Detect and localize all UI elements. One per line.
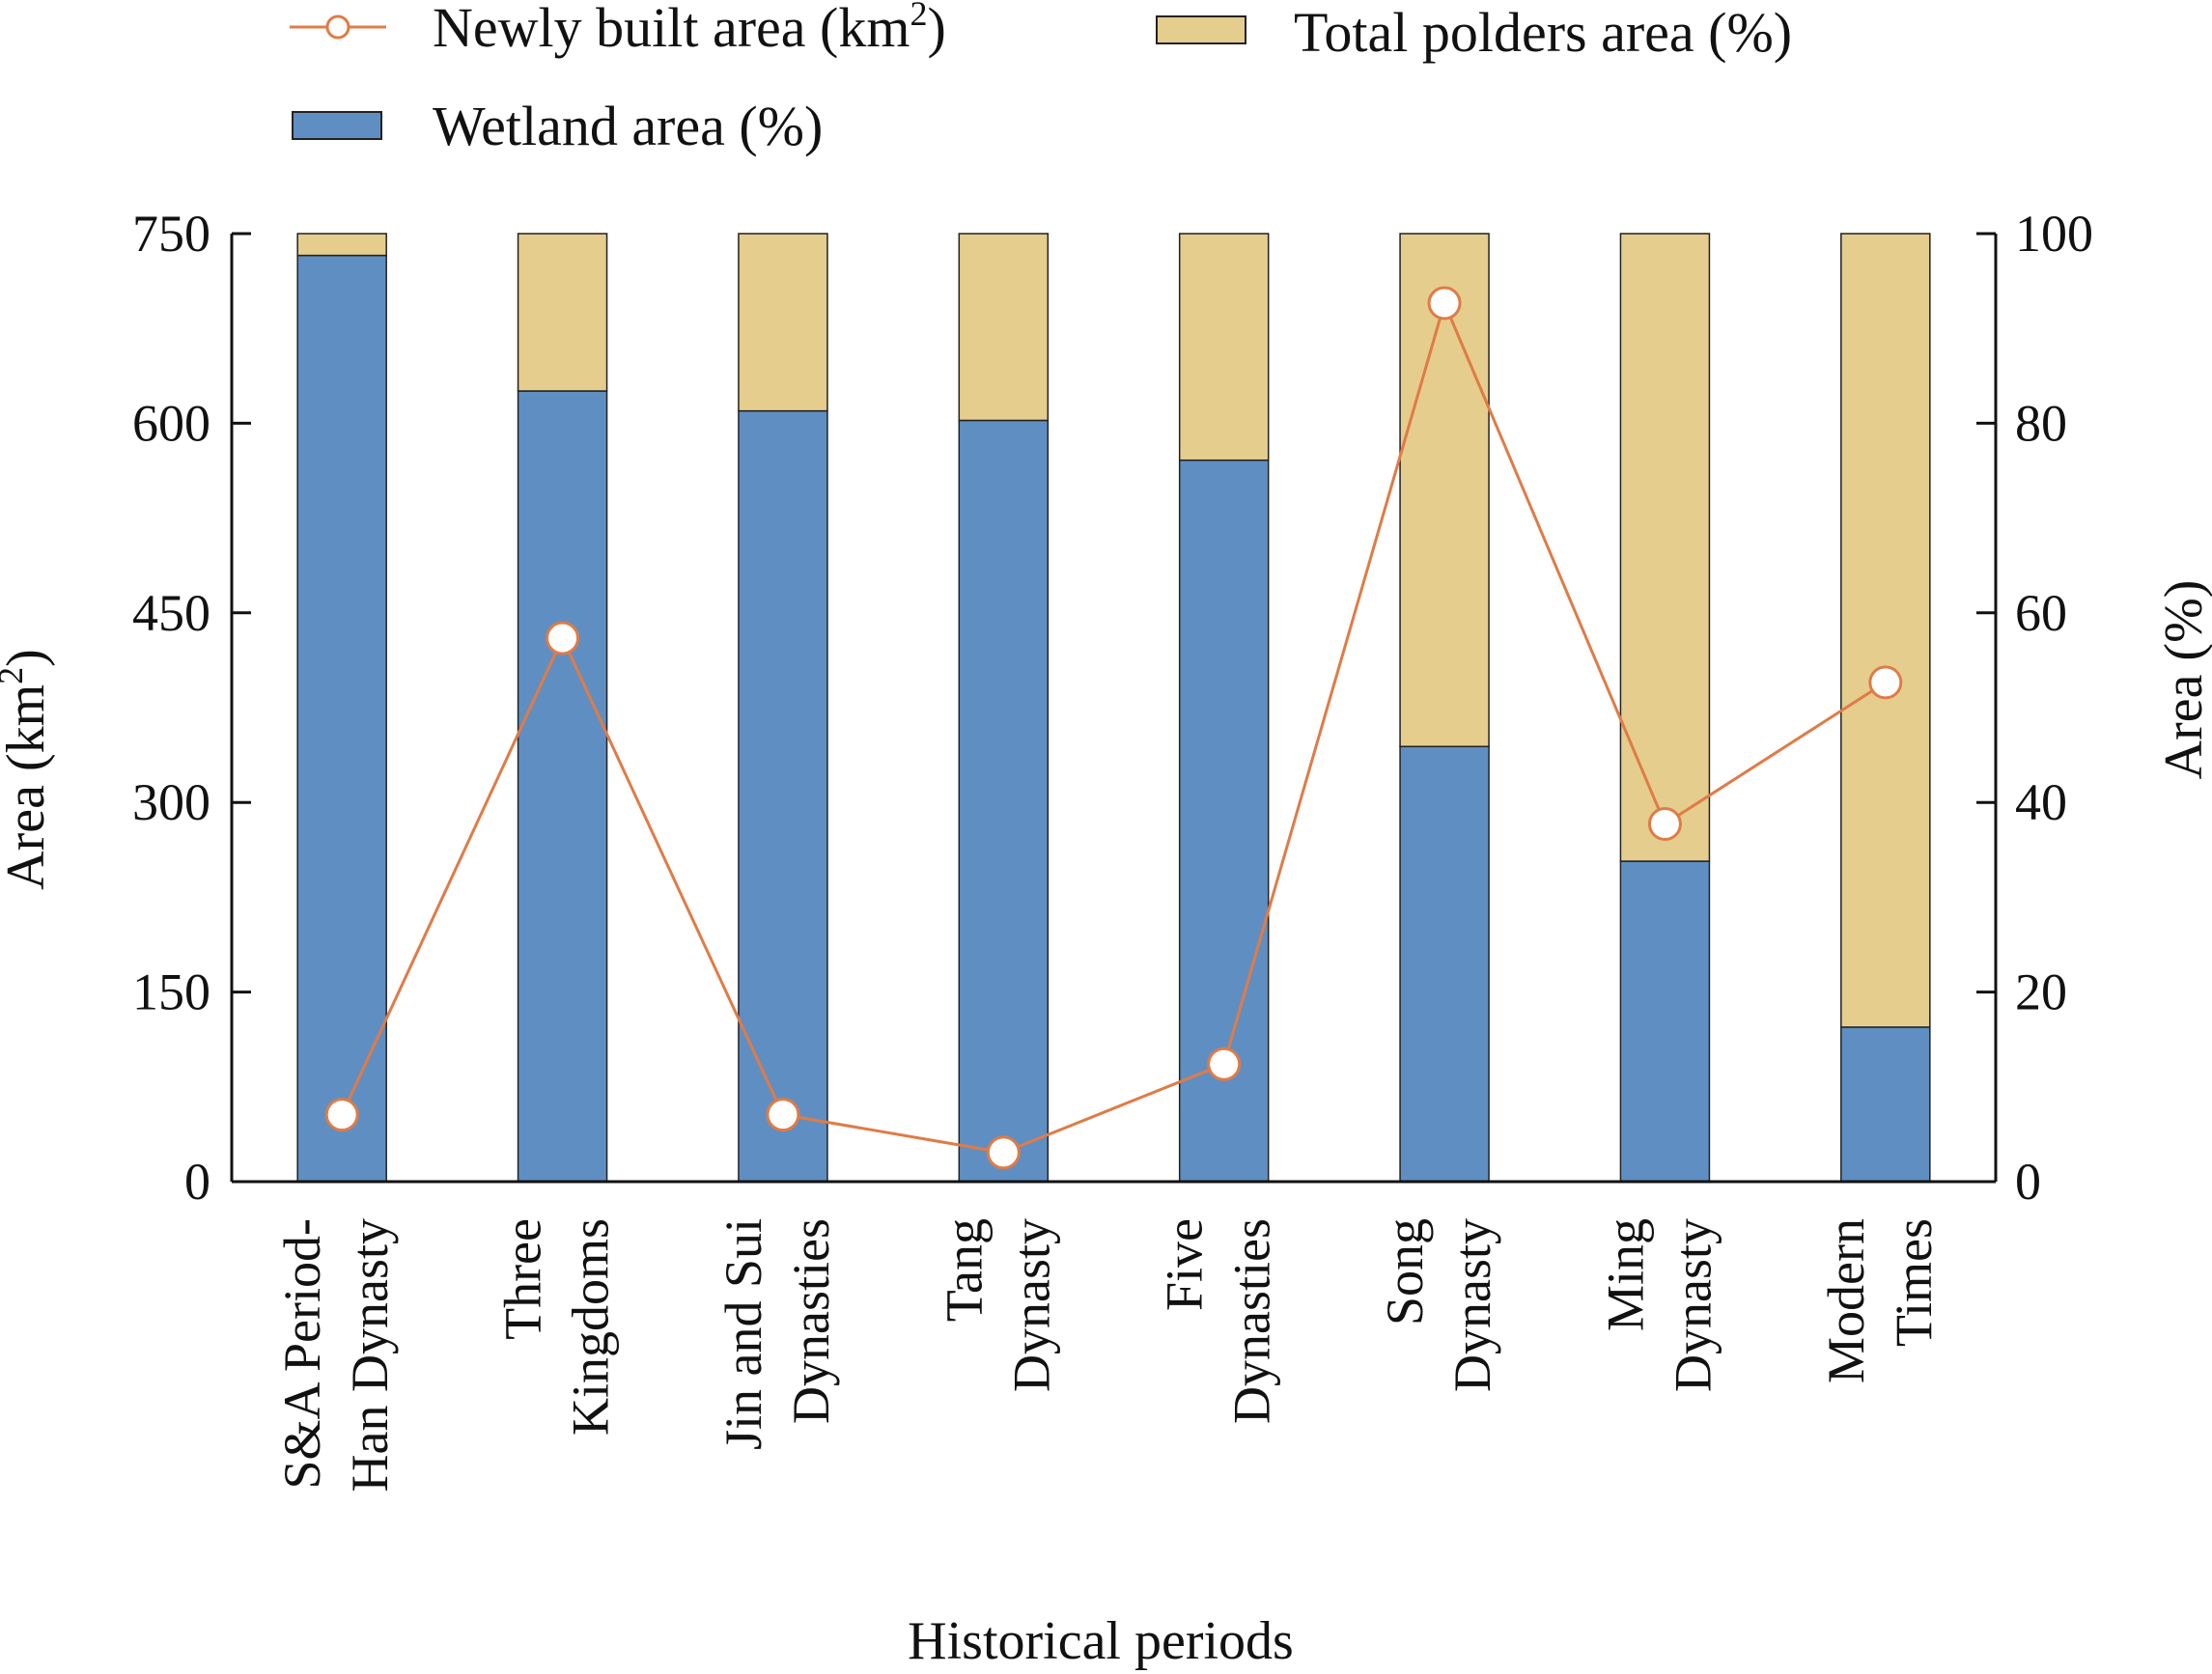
y-axis-right-title: Area (%)	[2154, 580, 2212, 780]
wetland-bar	[296, 254, 387, 1183]
x-category-label: Three	[494, 1218, 552, 1340]
x-category-label: Dynasty	[1443, 1218, 1501, 1392]
polder-bar	[1619, 233, 1711, 862]
x-category-label: Jin and Sui	[714, 1218, 772, 1450]
x-category-label: Han Dynasty	[341, 1218, 399, 1492]
legend: Newly built area (km2) Total polders are…	[290, 0, 1792, 157]
y-right-tick-label: 40	[2015, 773, 2067, 831]
polder-bar	[738, 233, 828, 412]
wetland-bar	[738, 409, 828, 1183]
y-left-tick-label: 450	[132, 584, 210, 642]
legend-polders-swatch	[1156, 15, 1246, 44]
newly-built-point	[1207, 1046, 1242, 1081]
y-left-tick-label: 750	[132, 205, 210, 263]
newly-built-point	[1647, 806, 1682, 841]
x-category-label: Dynasties	[1223, 1218, 1281, 1424]
polder-bar	[958, 233, 1050, 422]
axes-layer	[230, 232, 1998, 1184]
y-right-tick-label: 80	[2015, 394, 2067, 452]
polder-bar	[296, 233, 387, 257]
y-right-tick-label: 20	[2015, 963, 2067, 1021]
legend-item-wetland: Wetland area (%)	[292, 95, 823, 157]
newly-built-point	[546, 621, 580, 656]
y-axis-left-title: Area (km2)	[0, 649, 56, 890]
polder-bar	[1178, 233, 1270, 461]
legend-label-total-polders: Total polders area (%)	[1294, 1, 1792, 64]
polder-bar	[1840, 233, 1931, 1028]
y-right-tick-label: 100	[2015, 205, 2093, 263]
y-left-tick-label: 150	[132, 963, 210, 1021]
wetland-bar	[1619, 860, 1711, 1183]
x-category-label: Dynasty	[1664, 1218, 1722, 1392]
legend-item-total-polders: Total polders area (%)	[1156, 1, 1792, 64]
wetland-bar	[1840, 1026, 1931, 1183]
labels-layer: 0 150 300 450 600 750 0 20 40 60 80 100 S&A Period- H…	[132, 205, 2093, 1492]
x-category-label: Dynasties	[782, 1218, 840, 1424]
newly-built-point	[766, 1098, 800, 1132]
legend-label-newly-built: Newly built area (km2)	[433, 0, 946, 59]
x-category-label: Kingdoms	[562, 1218, 620, 1436]
line-layer	[324, 286, 1903, 1170]
newly-built-line	[340, 298, 1887, 1155]
x-category-label: Tang	[935, 1218, 993, 1322]
wetland-bar	[958, 419, 1050, 1183]
legend-line-marker	[325, 14, 350, 40]
y-left-tick-label: 600	[132, 394, 210, 452]
newly-built-point	[1427, 286, 1462, 321]
polder-bar	[517, 233, 608, 392]
x-category-label: Song	[1376, 1218, 1434, 1325]
x-category-label: S&A Period-	[273, 1218, 331, 1490]
x-category-label: Dynasty	[1002, 1218, 1060, 1392]
newly-built-point	[986, 1135, 1021, 1170]
x-category-label: Ming	[1596, 1218, 1654, 1331]
y-left-tick-label: 0	[184, 1153, 210, 1211]
wetland-bar	[517, 390, 608, 1183]
x-axis-title: Historical periods	[908, 1611, 1294, 1671]
legend-label-wetland: Wetland area (%)	[433, 95, 823, 157]
x-category-label: Times	[1885, 1218, 1943, 1347]
y-left-tick-label: 300	[132, 773, 210, 831]
y-right-tick-label: 60	[2015, 584, 2067, 642]
y-right-tick-label: 0	[2015, 1153, 2041, 1211]
legend-item-newly-built: Newly built area (km2)	[290, 0, 946, 59]
wetland-bar	[1399, 745, 1490, 1183]
newly-built-point	[1868, 665, 1903, 700]
newly-built-point	[324, 1098, 359, 1132]
legend-wetland-swatch	[292, 111, 382, 140]
x-category-label: Five	[1156, 1218, 1214, 1311]
bars-layer	[296, 233, 1931, 1183]
x-category-label: Modern	[1817, 1218, 1875, 1383]
